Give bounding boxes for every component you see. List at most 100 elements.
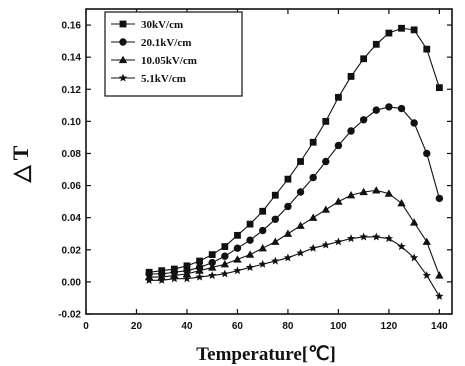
data-point [385,29,393,37]
x-tick-label: 60 [232,321,244,332]
x-tick-label: 20 [131,321,143,332]
legend-entry: 10.05kV/cm [111,55,197,67]
legend-entry: 30kV/cm [111,19,183,31]
y-tick-label: 0.08 [62,149,82,160]
data-point [220,260,230,268]
x-tick-label: 100 [330,321,347,332]
data-point [258,226,267,235]
data-point [208,271,217,280]
series-triangle [144,186,444,281]
y-tick-label: 0.10 [62,117,82,128]
legend-marker [118,73,128,82]
data-point [321,205,330,213]
data-point [258,243,267,252]
data-point [246,236,254,244]
data-point [297,158,304,165]
data-point [283,253,293,262]
data-point [435,194,444,203]
legend-marker [118,55,128,64]
data-point [283,229,293,237]
data-point [271,215,280,223]
data-point [321,240,330,249]
data-point [359,187,368,196]
legend-label: 5.1kV/cm [141,73,186,85]
data-point [372,232,381,241]
y-tick-label: -0.02 [58,310,81,321]
data-point [435,291,444,300]
data-point [384,189,394,197]
data-point [271,237,280,245]
data-point [183,262,191,270]
data-point [334,197,343,205]
data-point [308,213,318,221]
legend-box [104,11,243,97]
series-circle [145,103,444,278]
data-point [410,119,418,127]
data-point [409,218,419,226]
data-point [195,266,204,274]
y-tick-label: 0.02 [62,245,82,256]
data-point [144,275,154,284]
data-point [284,175,292,183]
data-point [347,73,355,80]
data-point [308,243,318,252]
data-point [398,24,405,32]
data-point [384,234,394,243]
x-tick-label: 80 [282,321,294,332]
data-point [435,84,443,92]
series-layer [144,24,444,300]
x-tick-label: 40 [181,321,193,332]
legend-label: 20.1kV/cm [141,37,191,49]
data-point [322,117,330,125]
data-point [182,274,192,283]
legend-marker [119,20,127,28]
y-tick-label: 0.16 [62,21,82,32]
data-point [208,251,216,259]
x-tick-label: 0 [83,321,89,332]
plot-frame [85,8,453,315]
data-point [284,202,292,211]
legend-marker [119,38,127,46]
data-point [234,231,241,239]
data-point [245,250,255,258]
data-point [346,191,356,199]
data-point [359,232,368,241]
data-point [296,188,305,196]
data-point [360,55,368,63]
y-tick-label: 0.00 [62,277,82,288]
legend-label: 10.05kV/cm [141,55,197,67]
data-point [271,191,279,199]
y-tick-label: 0.06 [62,181,82,192]
data-point [372,106,380,114]
data-point [157,275,166,284]
data-point [246,220,254,228]
data-point [435,271,444,279]
series-line [149,236,440,297]
legend-entry: 5.1kV/cm [111,73,186,85]
data-point [322,157,330,166]
data-point [410,26,418,34]
data-point [372,40,380,48]
data-point [397,242,406,251]
data-point [259,207,267,215]
data-point [422,237,431,245]
data-point [220,269,230,278]
x-tick-label: 140 [431,321,448,332]
data-point [170,274,179,283]
x-axis-title: Temperature[℃] [196,344,336,365]
data-point [335,93,342,101]
data-point [309,138,317,146]
legend-label: 30kV/cm [141,19,183,31]
data-point [423,149,431,158]
data-point [271,256,280,265]
data-point [296,248,305,257]
y-tick-label: 0.14 [62,53,82,64]
data-point [221,243,229,250]
data-point [233,244,242,252]
y-tick-label: 0.04 [62,213,82,224]
data-point [397,199,406,207]
legend: 30kV/cm 20.1kV/cm 10.05kV/cm 5.1kV/cm [104,11,243,97]
legend-entry: 20.1kV/cm [111,37,191,49]
data-point [233,255,242,263]
